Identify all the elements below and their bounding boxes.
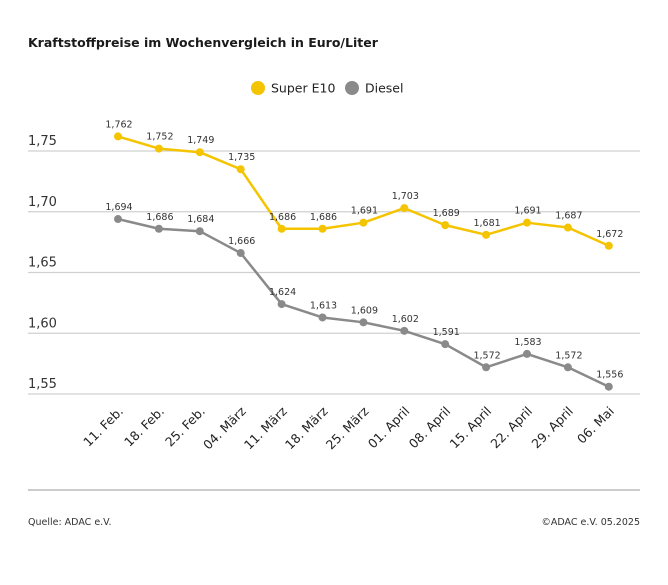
data-point — [277, 224, 286, 233]
data-point — [441, 340, 450, 349]
y-tick-label: 1,55 — [28, 377, 57, 392]
data-point — [400, 326, 409, 335]
data-point — [400, 204, 409, 213]
y-tick-label: 1,70 — [28, 195, 57, 210]
chart-title: Kraftstoffpreise im Wochenvergleich in E… — [28, 35, 379, 50]
x-tick-label: 15. April — [447, 404, 495, 452]
data-point — [277, 300, 286, 309]
x-tick-label: 25. März — [323, 403, 372, 452]
data-point — [359, 318, 368, 327]
data-label: 1,684 — [187, 214, 214, 225]
data-label: 1,666 — [228, 236, 255, 247]
data-label: 1,762 — [105, 119, 132, 130]
data-label: 1,687 — [555, 211, 582, 222]
x-tick-label: 22. April — [487, 404, 535, 452]
x-tick-label: 18. Feb. — [121, 404, 167, 450]
data-point — [359, 218, 368, 227]
series-layer: 1,762 1,752 1,749 1,735 1,686 1,686 1,691 1,703… — [105, 119, 623, 391]
y-tick-label: 1,65 — [28, 256, 57, 271]
legend-label: Super E10 — [271, 81, 335, 96]
data-point — [318, 224, 327, 233]
data-label: 1,602 — [392, 314, 419, 325]
data-point — [523, 349, 531, 358]
data-label: 1,572 — [555, 350, 582, 361]
series-line — [117, 217, 610, 388]
data-label: 1,624 — [269, 287, 296, 298]
x-tick-label: 29. April — [528, 404, 576, 452]
data-point — [604, 241, 613, 250]
data-label: 1,691 — [351, 206, 378, 217]
data-point — [482, 230, 491, 239]
data-label: 1,694 — [105, 202, 132, 213]
x-tick-label: 08. April — [406, 404, 454, 452]
x-tick-label: 11. Feb. — [80, 404, 126, 450]
data-label: 1,691 — [514, 206, 541, 217]
data-label: 1,689 — [433, 208, 460, 219]
data-point — [154, 144, 163, 153]
data-label: 1,681 — [473, 218, 500, 229]
data-label: 1,686 — [269, 212, 296, 223]
data-label: 1,613 — [310, 300, 337, 311]
data-label: 1,556 — [596, 370, 623, 381]
data-point — [604, 382, 613, 391]
legend-marker — [251, 81, 265, 95]
source-note: Quelle: ADAC e.V. — [28, 517, 111, 528]
data-point — [154, 224, 163, 233]
data-label: 1,749 — [187, 135, 214, 146]
x-tick-label: 11. März — [241, 403, 290, 452]
data-label: 1,735 — [228, 152, 255, 163]
legend: Super E10 Diesel — [251, 81, 403, 96]
data-point — [318, 313, 327, 322]
data-point — [195, 227, 204, 236]
series-diesel: 1,694 1,686 1,684 1,666 1,624 1,613 1,609 1,602… — [105, 202, 623, 391]
data-label: 1,752 — [146, 132, 173, 143]
data-point — [563, 363, 572, 372]
data-label: 1,703 — [392, 191, 419, 202]
data-point — [441, 221, 450, 230]
data-point — [114, 215, 122, 224]
series-line — [117, 135, 610, 247]
y-tick-label: 1,75 — [28, 134, 57, 149]
data-label: 1,591 — [433, 327, 460, 338]
data-point — [563, 223, 572, 232]
x-tick-label: 06. Mai — [574, 404, 617, 447]
grid: 1,75 1,70 1,65 1,60 1,55 — [28, 134, 640, 395]
data-point — [523, 218, 531, 227]
legend-marker — [345, 81, 359, 95]
copyright-note: ©ADAC e.V. 05.2025 — [541, 517, 640, 528]
x-tick-label: 04. März — [200, 403, 249, 452]
data-label: 1,686 — [146, 212, 173, 223]
data-label: 1,686 — [310, 212, 337, 223]
data-point — [114, 132, 122, 141]
x-tick-label: 01. April — [365, 404, 413, 452]
data-point — [236, 249, 245, 258]
data-label: 1,583 — [514, 337, 541, 348]
data-label: 1,672 — [596, 229, 623, 240]
series-super-e10: 1,762 1,752 1,749 1,735 1,686 1,686 1,691 1,703… — [105, 119, 623, 250]
data-label: 1,572 — [473, 350, 500, 361]
legend-label: Diesel — [365, 81, 403, 96]
x-tick-label: 18. März — [282, 403, 331, 452]
data-point — [236, 165, 245, 174]
data-point — [195, 148, 204, 157]
data-point — [482, 363, 491, 372]
y-tick-label: 1,60 — [28, 316, 57, 331]
data-label: 1,609 — [351, 305, 378, 316]
